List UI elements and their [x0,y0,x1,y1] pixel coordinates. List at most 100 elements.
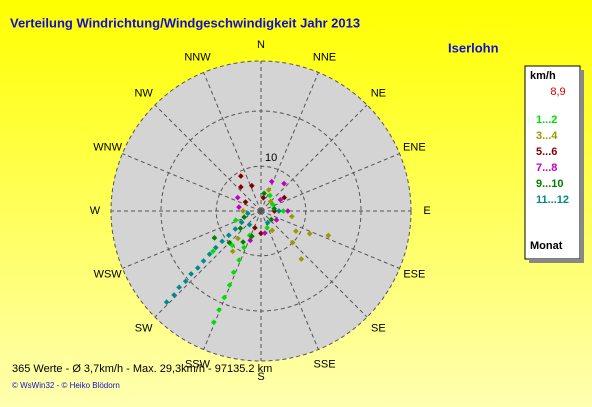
data-point [248,233,255,240]
data-point [226,239,233,246]
data-point [194,265,201,271]
data-point [306,230,313,237]
direction-label: ENE [403,141,426,153]
data-point [232,217,239,224]
data-point [247,237,254,244]
legend-shadow [580,70,584,263]
data-point [238,219,245,226]
direction-label: NNE [313,52,336,64]
data-point [232,226,239,232]
data-point [216,307,222,313]
summary: 365 Werte - Ø 3,7km/h - Max. 29,3km/h - … [12,363,272,375]
legend-entry: 1...2 [536,114,557,126]
spoke [260,210,400,269]
data-point [236,204,242,210]
data-point [276,208,282,214]
data-point [211,235,218,241]
direction-label: SSW [185,358,211,370]
data-point [182,278,189,285]
legend-entry: 9...10 [536,178,564,190]
legend-entry: 11...12 [536,194,569,206]
spoke [122,153,262,212]
data-point [238,173,244,179]
data-point [273,217,280,223]
data-point [237,225,244,232]
data-point [267,192,273,199]
spoke [260,210,319,350]
data-point [277,196,284,203]
data-point [163,299,170,305]
legend-title: km/h [530,70,556,82]
data-point [281,180,287,187]
data-point [240,208,246,214]
data-point [268,216,275,223]
data-point [298,256,305,262]
chart-title: Verteilung Windrichtung/Windgeschwindigk… [10,15,360,30]
data-point [225,232,232,239]
data-point [241,244,247,251]
data-point [244,210,251,217]
direction-label: W [90,205,101,217]
data-point [252,225,258,231]
data-point [171,292,177,298]
data-point [267,198,274,205]
legend [524,65,581,260]
spoke [260,210,368,318]
direction-label: S [257,371,264,383]
spoke [154,104,262,212]
spoke [260,72,319,212]
data-point [325,232,332,239]
data-point [248,182,255,189]
location: Iserlohn [448,40,499,55]
legend-entry: 3...4 [536,130,558,142]
direction-label: ESE [403,268,425,280]
data-point [261,190,267,197]
spoke [260,153,400,212]
data-point [221,294,228,301]
direction-label: SE [371,322,386,334]
legend-entry: 7...8 [536,162,557,174]
data-point [176,284,182,291]
data-point [260,194,267,201]
data-point [264,225,270,231]
data-point [271,205,278,212]
direction-label: WSW [94,268,123,280]
data-point [262,230,268,236]
data-point [268,178,275,185]
grid-ring [215,165,307,257]
data-point [264,219,271,226]
data-point [240,239,246,245]
data-point [238,184,244,190]
legend-footer: Monat [530,240,563,252]
data-point [226,282,233,289]
spoke [260,104,368,212]
data-point [280,208,287,214]
direction-label: E [423,205,430,217]
data-point [242,199,249,205]
data-point [188,271,194,277]
data-point [230,269,237,276]
data-point [265,187,272,193]
data-point [281,194,288,201]
data-point [289,213,295,220]
credits: © WsWin32 - © Heiko Blödorn [12,381,120,390]
direction-label: WNW [93,141,122,153]
data-point [229,248,236,255]
data-point [246,221,253,228]
data-point [210,319,217,326]
r-tick-label: 10 [265,152,277,164]
data-point [206,251,213,258]
data-point [219,238,226,245]
data-point [200,258,207,264]
data-point [234,194,241,201]
direction-label: NNW [184,52,211,64]
data-point [258,230,264,237]
data-point [241,214,247,220]
legend-shadow [529,259,584,263]
data-point [210,248,216,255]
direction-label: SSE [314,358,336,370]
direction-label: NW [134,88,153,100]
data-point [212,244,219,251]
data-point [269,227,276,234]
data-point [289,239,296,246]
